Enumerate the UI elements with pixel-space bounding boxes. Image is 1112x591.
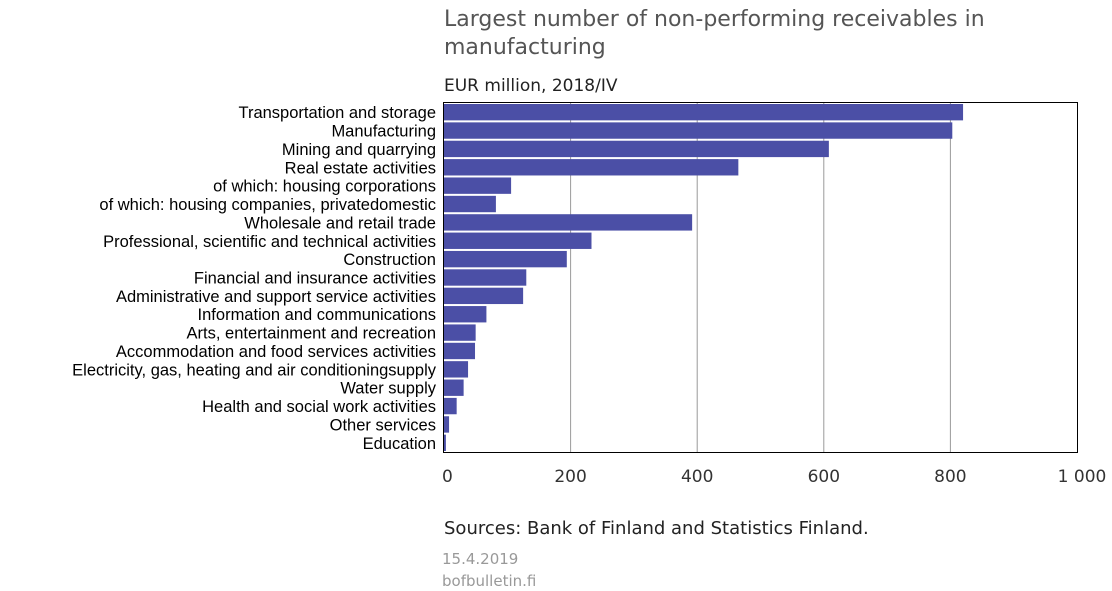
category-label: Electricity, gas, heating and air condit… <box>72 361 437 379</box>
category-label: Information and communications <box>198 306 436 324</box>
bar <box>444 214 693 231</box>
category-label: Real estate activities <box>285 159 436 177</box>
category-label: Mining and quarrying <box>282 141 436 159</box>
category-label: of which: housing companies, privatedome… <box>99 196 436 214</box>
category-label: Accommodation and food services activiti… <box>116 343 436 361</box>
bar <box>444 287 524 305</box>
category-label: Water supply <box>340 380 436 398</box>
category-label: Health and social work activities <box>202 398 436 416</box>
publication-date: 15.4.2019 <box>442 550 519 568</box>
category-label: Wholesale and retail trade <box>244 214 436 232</box>
category-label: Transportation and storage <box>238 104 436 122</box>
x-tick-label: 0 <box>442 467 453 487</box>
category-labels: Transportation and storageManufacturingM… <box>72 104 437 453</box>
category-label: Professional, scientific and technical a… <box>103 233 436 251</box>
category-label: Financial and insurance activities <box>194 270 436 288</box>
bar <box>444 269 527 286</box>
site-link[interactable]: bofbulletin.fi <box>442 572 537 590</box>
bar <box>444 306 487 323</box>
category-label: Other services <box>330 416 436 434</box>
bars <box>444 104 964 451</box>
chart-subtitle: EUR million, 2018/IV <box>444 76 618 96</box>
x-tick-labels: 0 200 400 600 800 1 000 <box>442 467 1106 487</box>
source-note: Sources: Bank of Finland and Statistics … <box>444 518 869 539</box>
bar <box>444 104 964 121</box>
bar <box>444 195 496 213</box>
x-tick-label: 1 000 <box>1058 467 1107 487</box>
bar <box>444 342 476 360</box>
bar <box>444 122 953 139</box>
bar <box>444 379 464 396</box>
bar <box>444 177 512 194</box>
x-tick-label: 400 <box>681 467 713 487</box>
category-label: Manufacturing <box>331 123 436 141</box>
category-label: Administrative and support service activ… <box>116 288 436 306</box>
bar <box>444 250 567 268</box>
category-label: of which: housing corporations <box>213 178 436 196</box>
chart-title: Largest number of non-performing receiva… <box>444 7 985 60</box>
category-label: Education <box>363 435 436 453</box>
x-tick-label: 200 <box>554 467 586 487</box>
bar <box>444 434 446 451</box>
bar <box>444 397 457 415</box>
plot-frame <box>443 102 1078 453</box>
bar <box>444 324 476 341</box>
category-label: Construction <box>343 251 436 269</box>
bar <box>444 159 739 176</box>
x-tick-label: 600 <box>808 467 840 487</box>
bar <box>444 232 592 249</box>
bar <box>444 361 469 378</box>
category-label: Arts, entertainment and recreation <box>187 325 436 343</box>
bar <box>444 140 829 158</box>
x-tick-label: 800 <box>934 467 966 487</box>
bar <box>444 416 450 433</box>
